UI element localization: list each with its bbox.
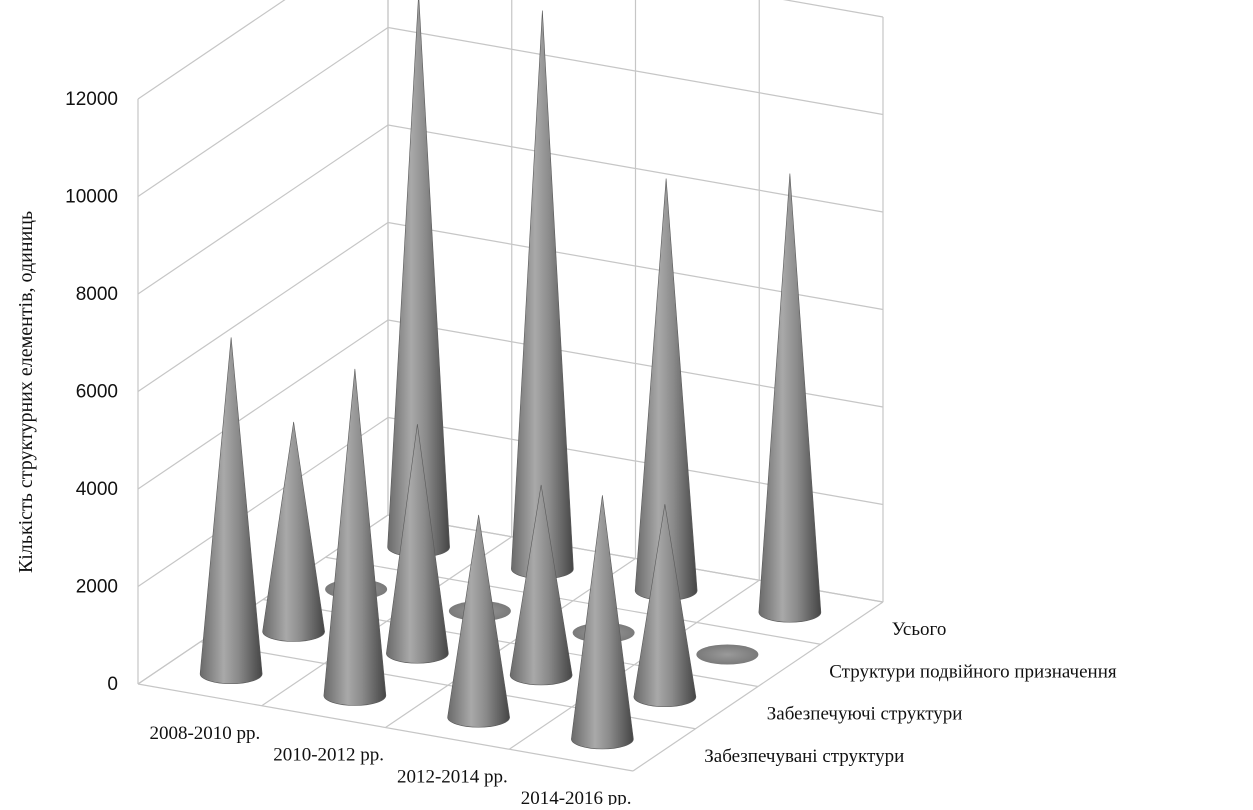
cone-body bbox=[633, 504, 697, 708]
cone-mark bbox=[571, 495, 634, 750]
cone-body bbox=[262, 421, 325, 642]
cone-mark bbox=[386, 424, 449, 664]
axis-labels: 2008-2010 рр. 2010-2012 рр. 2012-2014 рр. 2… bbox=[149, 619, 1117, 809]
back-wall-gridline bbox=[782, 0, 884, 18]
y-axis-title: Кількість структурних елементів, одиниць bbox=[15, 211, 37, 573]
cone-mark bbox=[758, 173, 822, 623]
z-series-label: Забезпечуючі структури bbox=[767, 704, 963, 725]
y-tick-label: 6000 bbox=[76, 382, 118, 403]
y-tick-label: 2000 bbox=[76, 577, 118, 598]
cone-mark bbox=[199, 337, 263, 685]
y-tick-label: 10000 bbox=[65, 187, 118, 208]
z-series-label: Структури подвійного призначення bbox=[829, 661, 1117, 682]
cone-body bbox=[199, 337, 263, 685]
side-wall-gridline bbox=[137, 27, 389, 197]
cone-body bbox=[758, 173, 822, 623]
cone-body bbox=[447, 514, 510, 728]
side-wall-gridline bbox=[137, 417, 389, 587]
side-wall-gridline bbox=[137, 319, 389, 490]
z-series-label: Усього bbox=[892, 619, 947, 640]
cone-body bbox=[323, 368, 387, 706]
y-tick-label: 0 bbox=[107, 674, 118, 695]
floor-gridline bbox=[261, 536, 513, 707]
cone-body bbox=[571, 495, 634, 750]
x-category-label: 2012-2014 рр. bbox=[397, 766, 508, 787]
y-tick-label: 4000 bbox=[76, 479, 118, 500]
cone-mark bbox=[447, 514, 510, 728]
cone-mark bbox=[633, 504, 697, 708]
grid bbox=[137, 0, 884, 772]
cone-body bbox=[386, 424, 449, 664]
side-wall-gridline bbox=[137, 124, 389, 295]
y-axis: 0 2000 4000 6000 8000 10000 12000 Кількість стр… bbox=[15, 89, 118, 695]
cones bbox=[199, 0, 822, 750]
cone-base-disk bbox=[696, 644, 759, 665]
cone-mark bbox=[509, 484, 573, 686]
floor-gridline bbox=[508, 579, 760, 750]
cone-mark bbox=[696, 644, 759, 665]
x-category-label: 2008-2010 рр. bbox=[149, 723, 260, 744]
cone-mark bbox=[262, 421, 325, 642]
cone-body bbox=[509, 484, 573, 686]
y-tick-label: 8000 bbox=[76, 284, 118, 305]
cone-mark bbox=[323, 368, 387, 706]
floor-gridline bbox=[632, 601, 884, 772]
z-series-label: Забезпечувані структури bbox=[704, 746, 904, 767]
y-tick-label: 12000 bbox=[65, 89, 118, 110]
x-category-label: 2014-2016 рр. bbox=[521, 788, 632, 805]
x-category-label: 2010-2012 рр. bbox=[273, 745, 384, 766]
side-wall-gridline bbox=[137, 222, 389, 392]
side-wall-gridline bbox=[137, 0, 286, 100]
